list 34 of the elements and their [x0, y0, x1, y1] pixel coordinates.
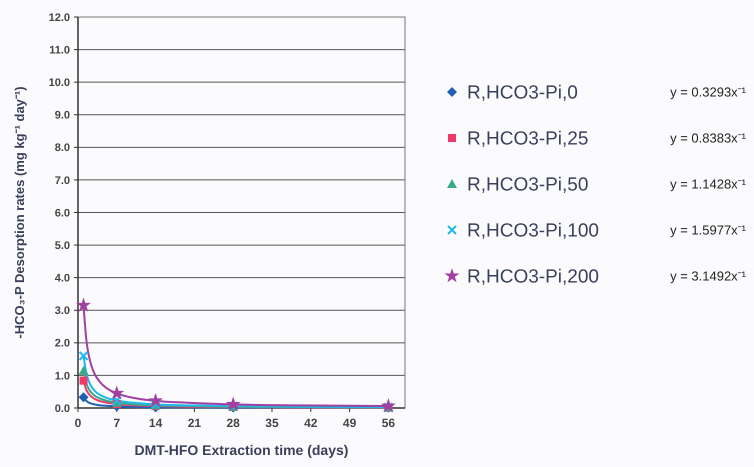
y-tick-label: 2.0	[54, 338, 70, 350]
y-tick-label: 1.0	[54, 370, 70, 382]
y-tick-label: 8.0	[54, 142, 70, 154]
text: y = 0.8383x⁻¹	[670, 130, 747, 146]
x-tick-label: 35	[265, 416, 279, 430]
y-tick-label: 4.0	[54, 272, 70, 285]
y-tick-label: 5.0	[54, 240, 70, 252]
y-tick-label: 9.0	[54, 110, 70, 122]
x-tick-label: 49	[342, 416, 357, 430]
x-tick-label: 28	[226, 416, 240, 430]
text: y = 3.1492x⁻¹	[670, 268, 747, 284]
text: y = 1.5977x⁻¹	[670, 222, 747, 238]
x-tick-label: 14	[148, 416, 163, 430]
y-axis-title: -HCO₃-P Desorption rates (mg kg⁻¹ day⁻¹)	[12, 86, 27, 339]
y-tick-label: 3.0	[54, 305, 70, 318]
y-tick-label: 7.0	[54, 174, 70, 187]
x-tick-label: 42	[304, 416, 318, 430]
y-tick-label: 12.0	[48, 12, 70, 24]
y-tick-label: 0.0	[54, 402, 70, 415]
legend-label: R,HCO3-Pi,100	[467, 220, 599, 242]
x-tick-label: 0	[74, 416, 82, 430]
y-tick-label: 11.0	[49, 44, 70, 56]
x-axis-title: DMT-HFO Extraction time (days)	[134, 442, 348, 458]
y-tick-label: 6.0	[54, 207, 70, 220]
text: y = 1.1428x⁻¹	[670, 176, 747, 192]
legend-label: R,HCO3-Pi,200	[467, 266, 599, 288]
x-tick-label: 56	[382, 416, 396, 430]
x-tick-label: 21	[188, 416, 202, 430]
legend-label: R,HCO3-Pi,50	[467, 174, 588, 196]
x-tick-label: 7	[113, 416, 120, 430]
text: y = 0.3293x⁻¹	[670, 84, 747, 100]
y-tick-label: 10.0	[48, 77, 70, 90]
legend-label: R,HCO3-Pi,0	[467, 82, 578, 104]
legend-label: R,HCO3-Pi,25	[467, 128, 588, 150]
